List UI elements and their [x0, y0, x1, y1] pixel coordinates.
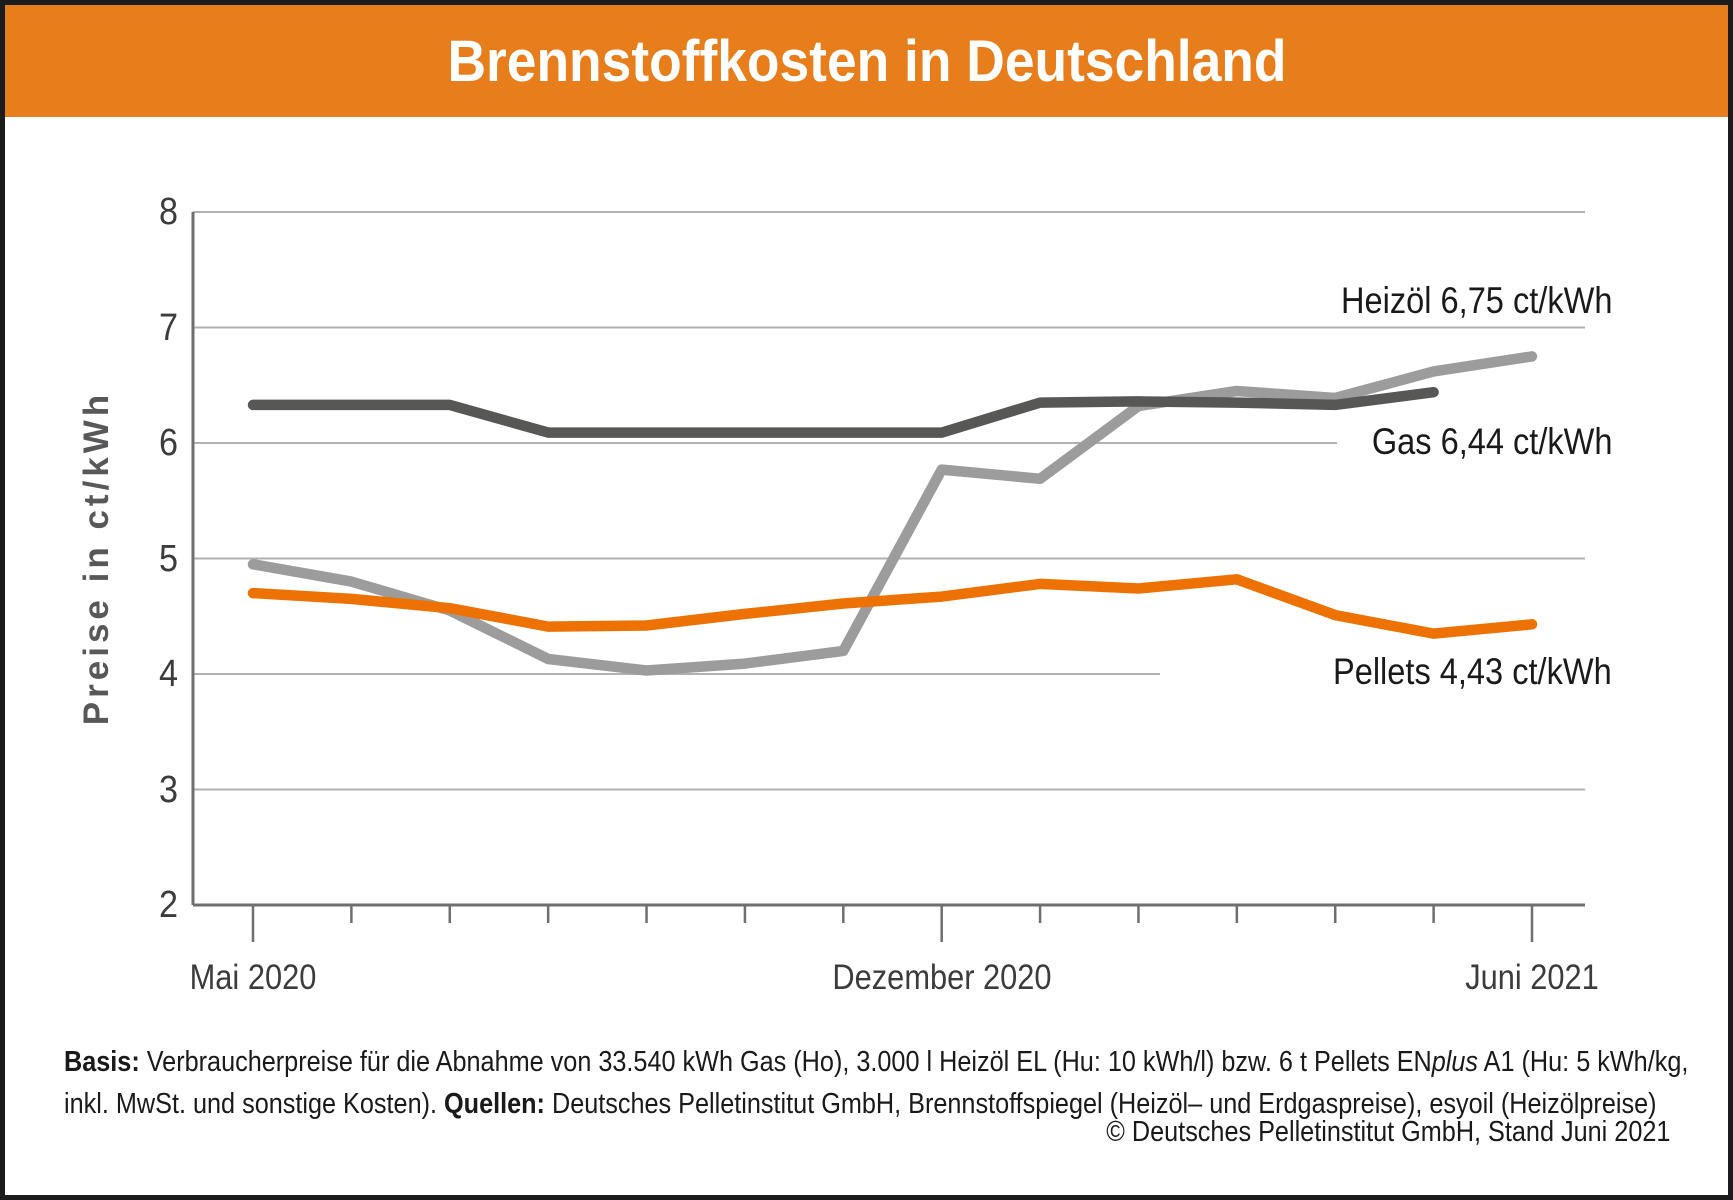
x-tick-label-7: Dezember 2020 — [832, 958, 1052, 997]
enplus-italic: plus — [1431, 1046, 1479, 1078]
series-label-pellets: Pellets 4,43 ct/kWh — [1333, 651, 1612, 692]
footer-note: Basis: Verbraucherpreise für die Abnahme… — [64, 1041, 1688, 1125]
series-label-heizoel: Heizöl 6,75 ct/kWh — [1340, 280, 1612, 321]
page-title: Brennstoffkosten in Deutschland — [446, 28, 1287, 94]
y-tick-label-7: 7 — [158, 306, 178, 349]
line-pellets — [247, 574, 1538, 639]
quellen-text-b: Deutsches Pelletinstitut GmbH, Brennstof… — [544, 1088, 1657, 1120]
basis-text-b: A1 (Hu: 5 kWh/kg, — [1478, 1046, 1689, 1078]
line-gas — [247, 386, 1439, 438]
y-tick-label-2: 2 — [158, 884, 178, 926]
line-heizöl — [247, 351, 1538, 676]
y-axis-title: Preise in ct/kWh — [77, 390, 116, 726]
footer-quellen-line: inkl. MwSt. und sonstige Kosten). Quelle… — [64, 1083, 1657, 1125]
quellen-text-a: inkl. MwSt. und sonstige Kosten). — [64, 1088, 445, 1120]
series-label-gas: Gas 6,44 ct/kWh — [1371, 421, 1612, 462]
copyright-line: © Deutsches Pelletinstitut GmbH, Stand J… — [1105, 1116, 1670, 1148]
y-tick-label-6: 6 — [158, 422, 178, 464]
footer-basis-line: Basis: Verbraucherpreise für die Abnahme… — [64, 1041, 1688, 1083]
y-tick-label-3: 3 — [158, 768, 178, 811]
y-tick-label-5: 5 — [158, 537, 178, 580]
title-banner-bg — [5, 5, 1728, 117]
quellen-label: Quellen: — [444, 1088, 545, 1120]
basis-label: Basis: — [64, 1046, 140, 1078]
x-tick-label-0: Mai 2020 — [189, 958, 317, 997]
y-tick-label-4: 4 — [158, 653, 178, 695]
basis-text-a: Verbraucherpreise für die Abnahme von 33… — [139, 1046, 1432, 1078]
y-tick-label-8: 8 — [158, 191, 178, 233]
x-tick-label-13: Juni 2021 — [1465, 958, 1599, 997]
title-banner: Brennstoffkosten in Deutschland — [5, 5, 1728, 117]
